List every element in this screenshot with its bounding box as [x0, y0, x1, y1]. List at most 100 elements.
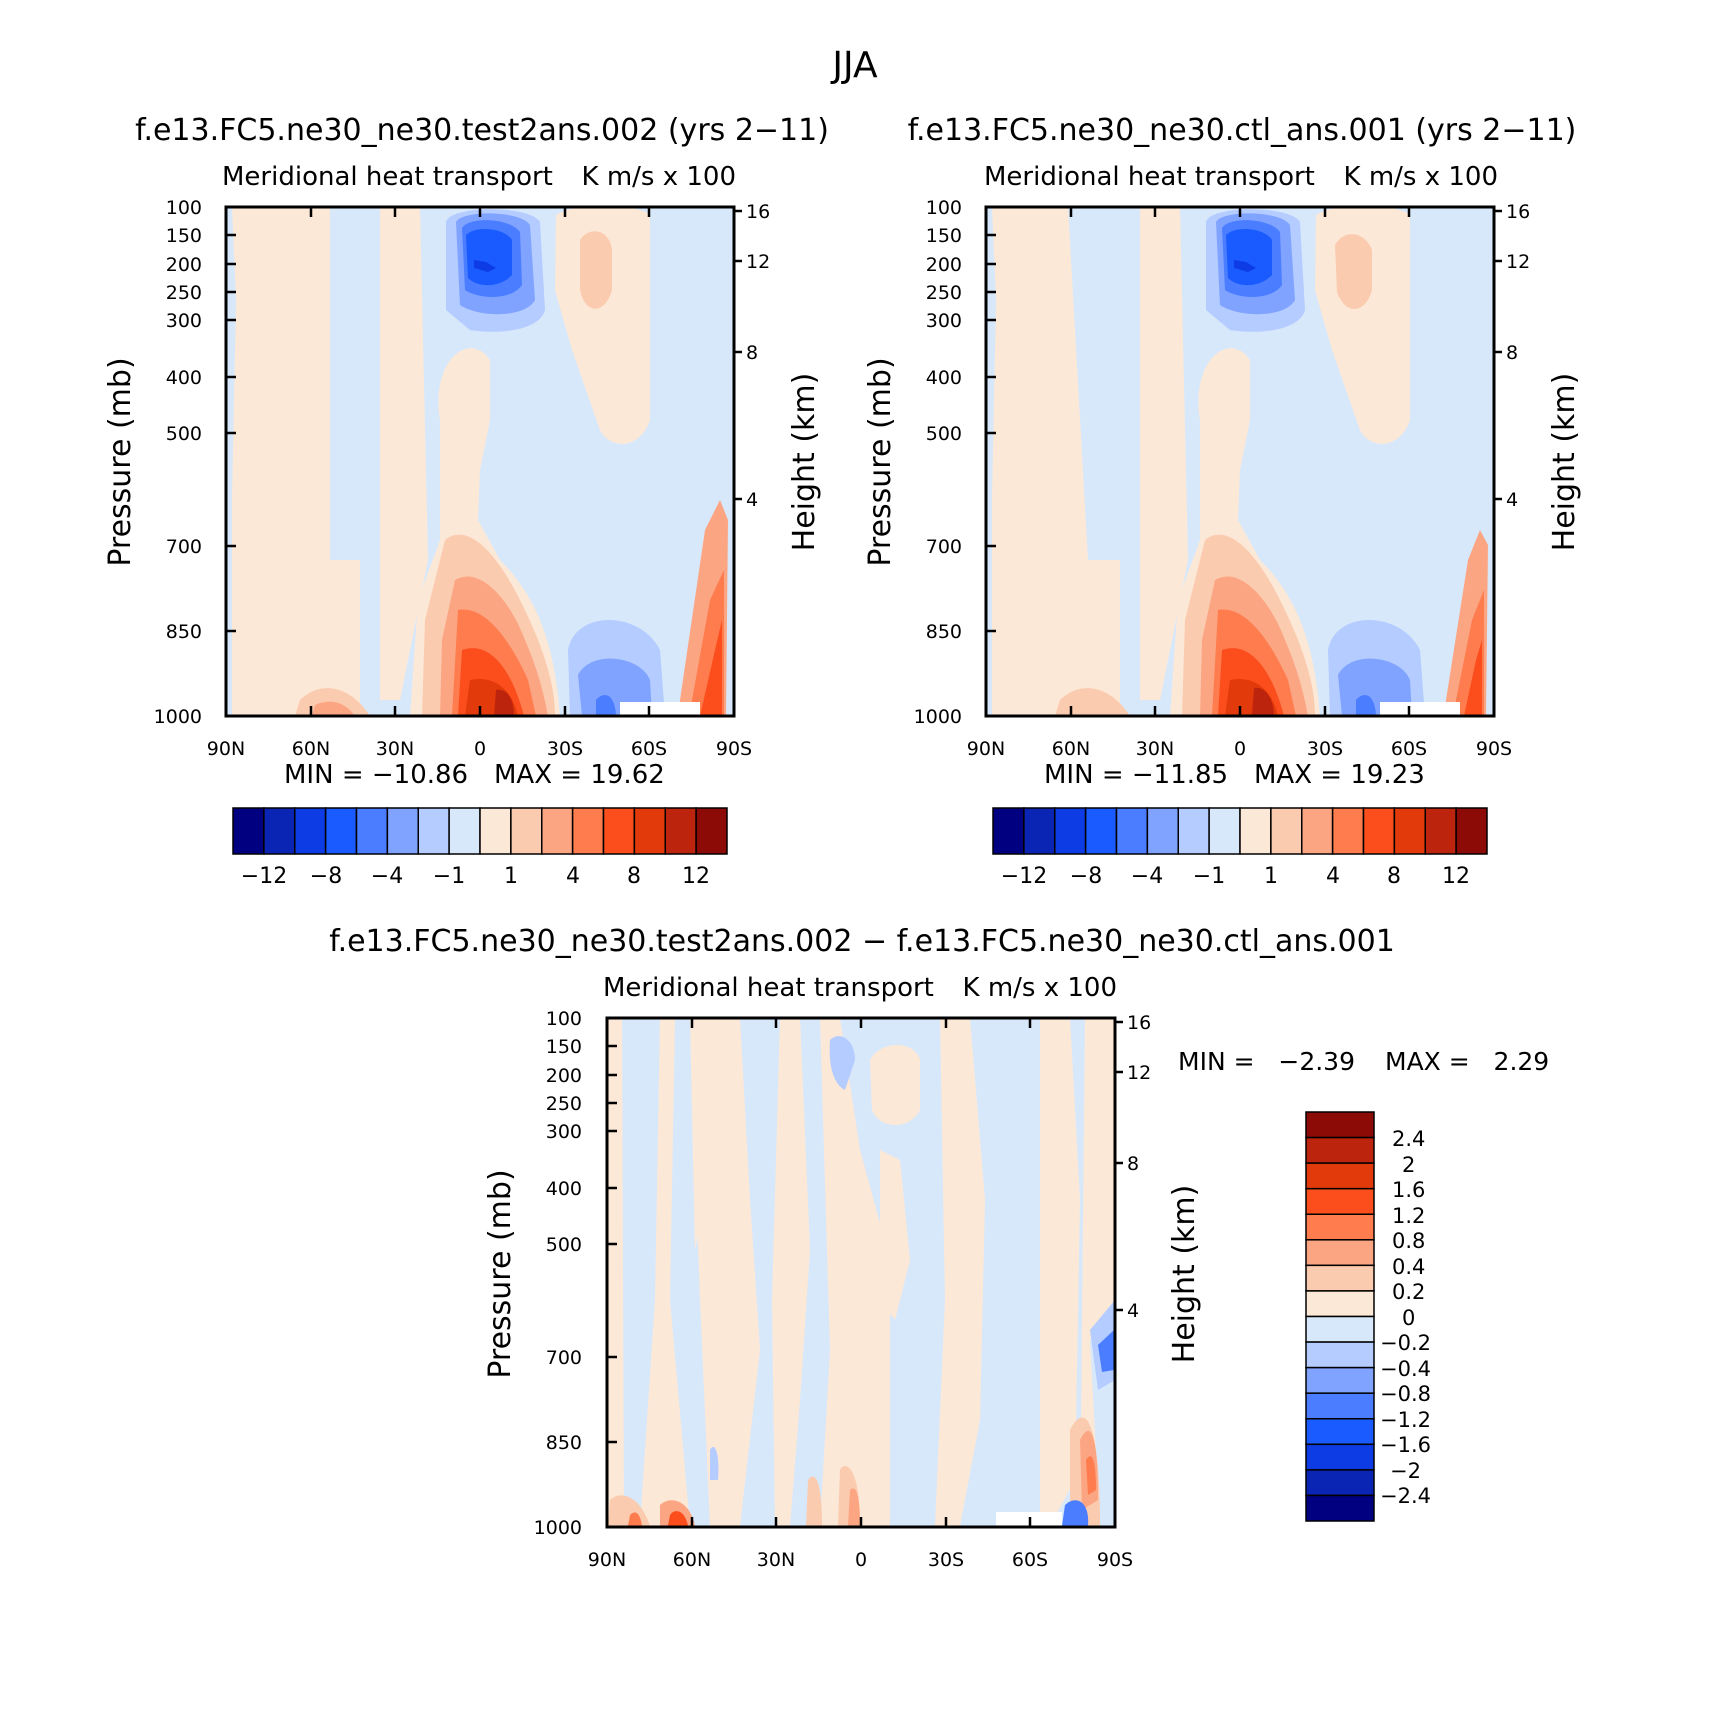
panel-diff-ylabel-right: Height (km)	[1167, 1185, 1202, 1364]
xtick-label: 30S	[928, 1549, 964, 1571]
colorbar-swatch	[1115, 807, 1149, 855]
colorbar-label: −0.8	[1380, 1382, 1431, 1406]
colorbar-label: 12	[1442, 864, 1470, 889]
panel-diff-ylabel: Pressure (mb)	[483, 1169, 518, 1378]
xtick-label: 90N	[588, 1549, 626, 1571]
colorbar-swatch	[1305, 1136, 1375, 1164]
panel-ctl-ylabel-right: Height (km)	[1547, 373, 1582, 552]
ytick-label: 150	[166, 225, 202, 247]
height-tick-label: 16	[1127, 1012, 1151, 1034]
height-tick-label: 16	[746, 201, 770, 223]
ytick-label: 700	[546, 1347, 582, 1369]
height-tick-label: 4	[1127, 1300, 1139, 1322]
ytick-label: 850	[166, 621, 202, 643]
colorbar-label: −1.6	[1380, 1433, 1431, 1457]
panel-ctl-plot	[984, 205, 1496, 718]
xtick-label: 90S	[1476, 738, 1512, 760]
colorbar-swatch	[1305, 1341, 1375, 1369]
xtick-label: 30S	[547, 738, 583, 760]
panel-diff-yaxis: 100 150 200 250 300 400 500 700 850 1000	[534, 1008, 582, 1539]
colorbar-swatch	[1362, 807, 1396, 855]
colorbar-label: −1	[433, 864, 465, 889]
ytick-label: 250	[926, 282, 962, 304]
colorbar-swatch	[1305, 1111, 1375, 1139]
ytick-label: 1000	[154, 706, 202, 728]
colorbar-swatch	[1455, 807, 1488, 855]
colorbar-swatch	[633, 807, 666, 855]
panel-test-ylabel-right: Height (km)	[787, 373, 822, 552]
colorbar-label: 1.6	[1392, 1178, 1425, 1202]
panel-ctl-ylabel: Pressure (mb)	[863, 357, 898, 566]
colorbar-swatch	[1301, 807, 1334, 855]
panel-test-xaxis: 90N 60N 30N 0 30S 60S 90S	[207, 738, 752, 760]
height-tick-label: 4	[746, 489, 758, 511]
colorbar-swatch	[992, 807, 1025, 855]
colorbar-swatch	[1305, 1213, 1375, 1241]
panel-test-colorbar-labels: −12 −8 −4 −1 1 4 8 12	[241, 864, 710, 889]
figure-title: JJA	[830, 45, 878, 86]
panel-diff-subtitle-left: Meridional heat transport	[603, 973, 934, 1003]
height-tick-label: 8	[1127, 1153, 1139, 1175]
ytick-label: 500	[166, 423, 202, 445]
ytick-label: 500	[926, 423, 962, 445]
colorbar-label: 0.2	[1392, 1280, 1425, 1304]
panel-diff-xaxis: 90N 60N 30N 0 30S 60S 90S	[588, 1549, 1133, 1571]
ytick-label: 150	[926, 225, 962, 247]
colorbar-swatch	[1270, 807, 1303, 855]
xtick-label: 90S	[1097, 1549, 1133, 1571]
panel-test-subtitle-left: Meridional heat transport	[222, 162, 553, 192]
colorbar-swatch	[294, 807, 327, 855]
colorbar-label: 1	[504, 864, 518, 889]
panel-diff-colorbar	[1305, 1111, 1375, 1522]
panel-diff-subtitle-right: K m/s x 100	[963, 973, 1118, 1003]
colorbar-label: −8	[310, 864, 342, 889]
colorbar-swatch	[602, 807, 636, 855]
ytick-label: 200	[166, 254, 202, 276]
xtick-label: 60N	[1052, 738, 1090, 760]
xtick-label: 30N	[757, 1549, 795, 1571]
ytick-label: 250	[166, 282, 202, 304]
panel-test-colorbar	[232, 807, 728, 855]
colorbar-label: −12	[241, 864, 287, 889]
colorbar-swatch	[1393, 807, 1426, 855]
ytick-label: 300	[926, 310, 962, 332]
ytick-label: 500	[546, 1234, 582, 1256]
colorbar-label: 4	[1326, 864, 1340, 889]
height-tick-label: 8	[746, 342, 758, 364]
colorbar-swatch	[664, 807, 697, 855]
ytick-label: 400	[166, 367, 202, 389]
colorbar-swatch	[479, 807, 512, 855]
ytick-label: 100	[166, 197, 202, 219]
panel-diff-colorbar-labels: 2.4 2 1.6 1.2 0.8 0.4 0.2 0 −0.2 −0.4 −0…	[1380, 1127, 1431, 1508]
panel-ctl-max: MAX = 19.23	[1254, 760, 1425, 790]
panel-ctl-yaxis: 100 150 200 250 300 400 500 700 850 1000	[914, 197, 962, 728]
panel-ctl-height-axis: 16 12 8 4	[1506, 201, 1530, 511]
ytick-label: 300	[166, 310, 202, 332]
colorbar-label: 2	[1402, 1153, 1415, 1177]
colorbar-swatch	[510, 807, 543, 855]
xtick-label: 90N	[967, 738, 1005, 760]
ytick-label: 200	[546, 1065, 582, 1087]
ytick-label: 100	[546, 1008, 582, 1030]
colorbar-swatch	[1305, 1264, 1375, 1292]
xtick-label: 60N	[292, 738, 330, 760]
colorbar-swatch	[541, 807, 574, 855]
colorbar-label: −2.4	[1380, 1484, 1431, 1508]
panel-ctl-colorbar-labels: −12 −8 −4 −1 1 4 8 12	[1001, 864, 1470, 889]
colorbar-label: −4	[1131, 864, 1163, 889]
panel-test-max: MAX = 19.62	[494, 760, 665, 790]
panel-test-contour-pos-nh	[232, 207, 360, 716]
height-tick-label: 12	[1506, 251, 1530, 273]
colorbar-swatch	[1305, 1443, 1375, 1471]
height-tick-label: 16	[1506, 201, 1530, 223]
ytick-label: 700	[166, 536, 202, 558]
xtick-label: 30N	[1136, 738, 1174, 760]
panel-test-contour-pos-mid	[380, 207, 428, 700]
xtick-label: 0	[855, 1549, 867, 1571]
colorbar-swatch	[1305, 1162, 1375, 1190]
colorbar-swatch	[1305, 1239, 1375, 1267]
colorbar-swatch	[1146, 807, 1179, 855]
xtick-label: 90N	[207, 738, 245, 760]
colorbar-label: 12	[682, 864, 710, 889]
colorbar-label: 0	[1402, 1306, 1415, 1330]
